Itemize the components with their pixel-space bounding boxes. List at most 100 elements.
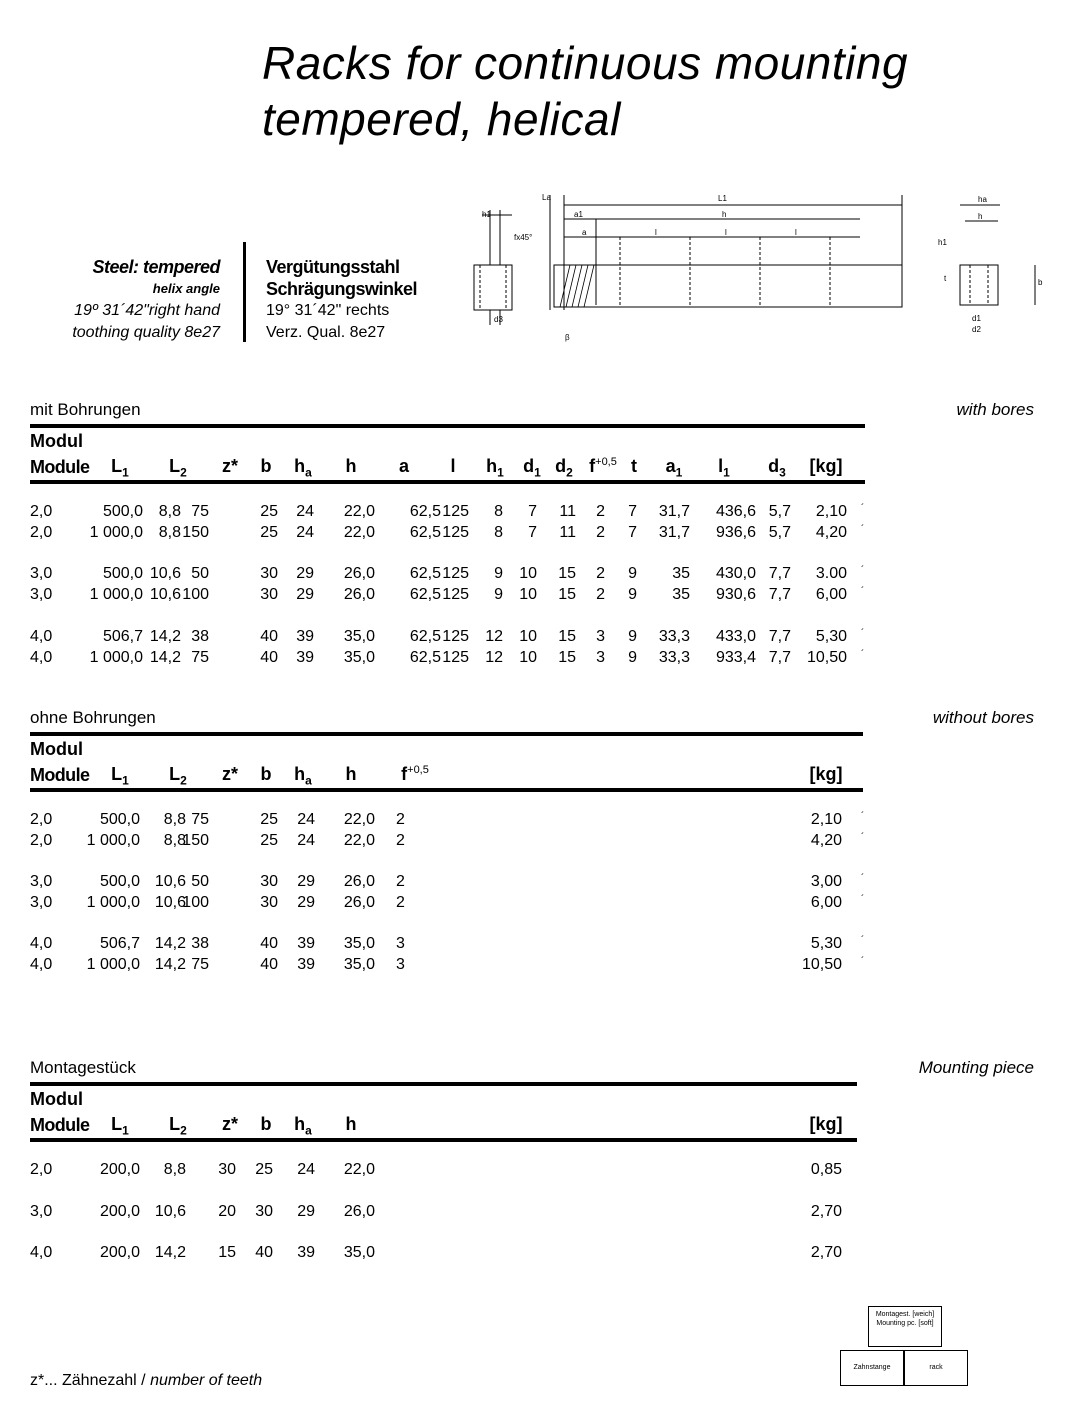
table-cell: 7,7 — [768, 586, 791, 603]
header-rule-bottom — [30, 1138, 857, 1142]
table-cell: 22,0 — [343, 1161, 375, 1178]
table-cell: 1 000,0 — [89, 586, 143, 603]
helix-label-en: helix angle — [152, 281, 220, 296]
table-cell: 8,8 — [163, 1161, 186, 1178]
column-header: z* — [221, 764, 238, 784]
title-line-2: tempered, helical — [262, 93, 621, 145]
table-row: 4,0 506,7 14,2 38 40 39 35,0 3 5,30 ´ — [0, 935, 1080, 955]
table-cell: 500,0 — [102, 565, 143, 582]
svg-text:t: t — [944, 274, 947, 283]
table-cell: 40 — [260, 649, 278, 666]
table-cell: 26,0 — [343, 586, 375, 603]
table-cell: 506,7 — [99, 935, 140, 952]
svg-text:l: l — [795, 228, 797, 237]
table-cell: 50 — [191, 565, 209, 582]
column-header: l1 — [718, 456, 730, 480]
table-row: 3,0 1 000,0 10,6 100 30 29 26,0 2 6,00 ´ — [0, 894, 1080, 914]
header-rule-top — [30, 1082, 857, 1086]
table-cell: 7 — [628, 503, 637, 520]
table-cell: 506,7 — [102, 628, 143, 645]
material-name-en: Steel: tempered — [92, 257, 220, 277]
table-cell: 15 — [558, 565, 576, 582]
table-cell: 9 — [628, 565, 637, 582]
table-cell: 14,2 — [149, 649, 181, 666]
table-cell: 9 — [628, 586, 637, 603]
row-continuation-mark: ´ — [861, 873, 865, 884]
helix-value-de: 19° 31´42" rechts — [266, 302, 390, 319]
table-cell: 200,0 — [99, 1244, 140, 1261]
table-cell: 3,0 — [30, 586, 53, 603]
table-cell: 14,2 — [154, 935, 186, 952]
table-cell: 40 — [255, 1244, 273, 1261]
table-cell: 3,00 — [810, 873, 842, 890]
table-cell: 0,85 — [810, 1161, 842, 1178]
table-cell: 430,0 — [715, 565, 756, 582]
column-header: [kg] — [809, 456, 843, 476]
table-cell: 35,0 — [343, 1244, 375, 1261]
column-header: L2 — [169, 1114, 187, 1138]
column-header: b — [260, 1114, 272, 1134]
column-header: L1 — [111, 764, 129, 788]
sketch-piece-de: Montagest. [weich] — [875, 1311, 935, 1318]
column-header: L1 — [111, 456, 129, 480]
table-cell: 1 000,0 — [89, 524, 143, 541]
table-row: 2,0 500,0 8,8 75 25 24 22,0 2 2,10 ´ — [0, 811, 1080, 831]
table-cell: 3,0 — [30, 565, 53, 582]
material-de: Vergütungsstahl Schrägungswinkel 19° 31´… — [266, 256, 418, 344]
table-cell: 7,7 — [768, 565, 791, 582]
column-header: h — [345, 764, 357, 784]
table-cell: 1 000,0 — [86, 956, 140, 973]
table-cell: 1 000,0 — [89, 649, 143, 666]
table-cell: 24 — [296, 503, 314, 520]
table-cell: 29 — [297, 894, 315, 911]
table-cell: 62,5 — [409, 503, 441, 520]
column-header: ha — [294, 764, 312, 788]
svg-text:a: a — [582, 228, 587, 237]
table-cell: 7 — [528, 503, 537, 520]
table-cell: 35,0 — [343, 935, 375, 952]
table-cell: 14,2 — [154, 956, 186, 973]
table-cell: 30 — [260, 894, 278, 911]
table-cell: 9 — [628, 628, 637, 645]
table-cell: 1 000,0 — [86, 894, 140, 911]
svg-text:d1: d1 — [972, 314, 981, 323]
table-cell: 150 — [182, 524, 209, 541]
table-cell: 39 — [296, 649, 314, 666]
table-cell: 62,5 — [409, 649, 441, 666]
svg-text:d2: d2 — [972, 325, 981, 334]
table-cell: 30 — [255, 1203, 273, 1220]
column-header: d2 — [555, 456, 573, 480]
table-cell: 6,00 — [815, 586, 847, 603]
table-row: 2,0 1 000,0 8,8 150 25 24 22,0 2 4,20 ´ — [0, 832, 1080, 852]
table-cell: 26,0 — [343, 894, 375, 911]
table-cell: 2 — [396, 873, 405, 890]
table-cell: 4,0 — [30, 1244, 53, 1261]
table-cell: 14,2 — [149, 628, 181, 645]
header-module: Module — [30, 457, 90, 477]
table-cell: 40 — [260, 628, 278, 645]
table-cell: 2 — [596, 586, 605, 603]
column-header: t — [631, 456, 637, 476]
table-cell: 22,0 — [343, 811, 375, 828]
column-header: l — [450, 456, 456, 476]
table-cell: 31,7 — [658, 524, 690, 541]
table-cell: 25 — [260, 524, 278, 541]
table-cell: 62,5 — [409, 565, 441, 582]
table-cell: 29 — [297, 873, 315, 890]
table-row: 3,0 500,0 10,6 50 30 29 26,0 62,5 125 9 10 15 2 9 35 43… — [0, 565, 1080, 585]
table-cell: 4,20 — [810, 832, 842, 849]
footnote-prefix: z*... Zähnezahl / — [30, 1372, 151, 1389]
section-label-en: Mounting piece — [918, 1058, 1034, 1077]
svg-text:La: La — [542, 193, 551, 202]
svg-text:fx45°: fx45° — [514, 233, 532, 242]
column-header: f+0,5 — [401, 764, 429, 784]
helix-label-de: Schrägungswinkel — [266, 279, 418, 299]
svg-text:L1: L1 — [718, 194, 727, 203]
table-cell: 125 — [442, 565, 469, 582]
table-cell: 35,0 — [343, 649, 375, 666]
column-header: d3 — [768, 456, 786, 480]
table-cell: 26,0 — [343, 1203, 375, 1220]
table-cell: 2 — [396, 811, 405, 828]
sketch-rack-de: Zahnstange — [840, 1350, 904, 1386]
